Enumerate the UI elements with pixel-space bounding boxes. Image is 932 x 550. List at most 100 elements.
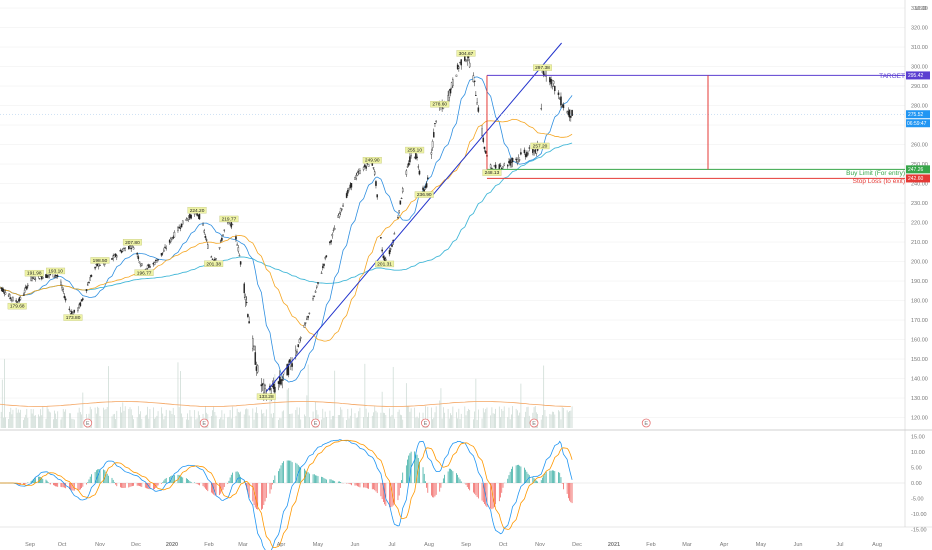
volume-bar — [363, 417, 364, 428]
candle-body — [272, 383, 275, 390]
volume-bar — [300, 419, 302, 428]
volume-bar — [476, 419, 478, 428]
price-label-text: 173.80 — [66, 315, 81, 321]
volume-bar — [147, 406, 148, 428]
candle-body — [354, 176, 356, 180]
volume-bar — [227, 417, 229, 428]
volume-bar — [252, 408, 254, 428]
macd-histogram-bar — [205, 483, 206, 489]
stop-annotation: Stop Loss (to exit) — [853, 178, 905, 185]
volume-bar — [392, 366, 394, 428]
volume-bar — [551, 411, 553, 428]
volume-bar — [560, 419, 562, 428]
price-label-text: 179.68 — [10, 304, 25, 310]
macd-histogram-bar — [288, 460, 289, 483]
candle-body — [303, 324, 306, 328]
volume-bar — [520, 383, 522, 428]
candle-body — [347, 189, 349, 194]
candle-body — [15, 300, 17, 302]
candle-body — [375, 181, 377, 186]
macd-histogram-bar — [511, 468, 512, 483]
macd-histogram-bar — [30, 481, 32, 483]
macd-histogram-bar — [380, 483, 382, 497]
candle-body — [380, 237, 382, 239]
volume-bar — [195, 419, 197, 428]
volume-bar — [108, 366, 109, 428]
candle-body — [295, 350, 297, 356]
macd-histogram-bar — [330, 479, 332, 483]
macd-histogram-bar — [442, 478, 444, 483]
volume-bar — [246, 408, 248, 428]
volume-bar — [222, 419, 224, 428]
volume-bar — [89, 406, 91, 428]
macd-histogram-bar — [473, 483, 474, 493]
candle-body — [85, 289, 88, 292]
target-annotation: TARGET — [879, 73, 905, 80]
volume-bar — [348, 418, 350, 428]
volume-bar — [82, 392, 84, 428]
macd-histogram-bar — [326, 479, 327, 483]
macd-histogram-bar — [161, 483, 162, 484]
candle-body — [391, 244, 393, 247]
macd-histogram-bar — [373, 483, 374, 490]
macd-histogram-bar — [519, 465, 521, 483]
volume-bar — [11, 414, 13, 428]
volume-bar — [49, 412, 51, 428]
macd-histogram-bar — [392, 483, 394, 506]
candle-body — [416, 156, 418, 158]
candle-body — [560, 96, 562, 106]
candle-body — [489, 164, 492, 168]
macd-histogram-bar — [474, 483, 475, 494]
volume-bar — [215, 415, 217, 428]
macd-histogram-bar — [551, 470, 553, 483]
volume-bar — [431, 407, 432, 428]
candle-body — [526, 152, 528, 157]
time-axis-label: Apr — [720, 542, 729, 548]
macd-histogram-bar — [252, 483, 254, 502]
candle-body — [181, 220, 184, 225]
earnings-label: E — [314, 421, 318, 427]
macd-histogram-bar — [525, 469, 527, 483]
macd-histogram-bar — [509, 471, 511, 483]
macd-histogram-bar — [240, 476, 242, 483]
candle-body — [136, 252, 138, 255]
candle-body — [114, 253, 117, 257]
volume-bar — [80, 412, 81, 428]
macd-histogram-bar — [317, 476, 319, 483]
price-tick-label: 210.00 — [911, 240, 928, 246]
macd-histogram-bar — [163, 480, 165, 483]
volume-bar — [15, 407, 17, 428]
macd-histogram-bar — [243, 480, 245, 483]
candle-body — [17, 301, 20, 304]
volume-bar — [475, 378, 477, 428]
macd-histogram-bar — [54, 483, 55, 486]
volume-bar — [339, 415, 340, 428]
candle-body — [570, 116, 572, 118]
volume-bar — [364, 363, 366, 428]
buy-annotation: Buy Limit (For entry) — [846, 170, 905, 177]
candle-body — [503, 163, 505, 166]
macd-histogram-bar — [425, 481, 426, 483]
volume-bar — [5, 417, 6, 428]
price-label-box — [530, 142, 550, 150]
volume-bar — [329, 410, 331, 428]
macd-histogram-bar — [108, 475, 109, 483]
volume-bar — [154, 418, 155, 428]
macd-histogram-bar — [162, 482, 164, 483]
volume-bar — [295, 409, 297, 428]
volume-bar — [8, 419, 10, 428]
volume-bar — [481, 418, 483, 428]
candle-body — [38, 278, 41, 280]
macd-histogram-bar — [354, 483, 356, 486]
candle-body — [68, 308, 71, 310]
candle-body — [434, 123, 436, 124]
volume-bar — [23, 419, 24, 428]
volume-bar — [99, 415, 101, 428]
macd-histogram-bar — [114, 482, 115, 483]
candle-body — [128, 246, 130, 250]
candle-body — [149, 266, 151, 268]
candle-body — [401, 188, 404, 193]
candle-body — [465, 59, 467, 62]
volume-bar — [425, 406, 426, 428]
volume-bar — [174, 415, 175, 428]
